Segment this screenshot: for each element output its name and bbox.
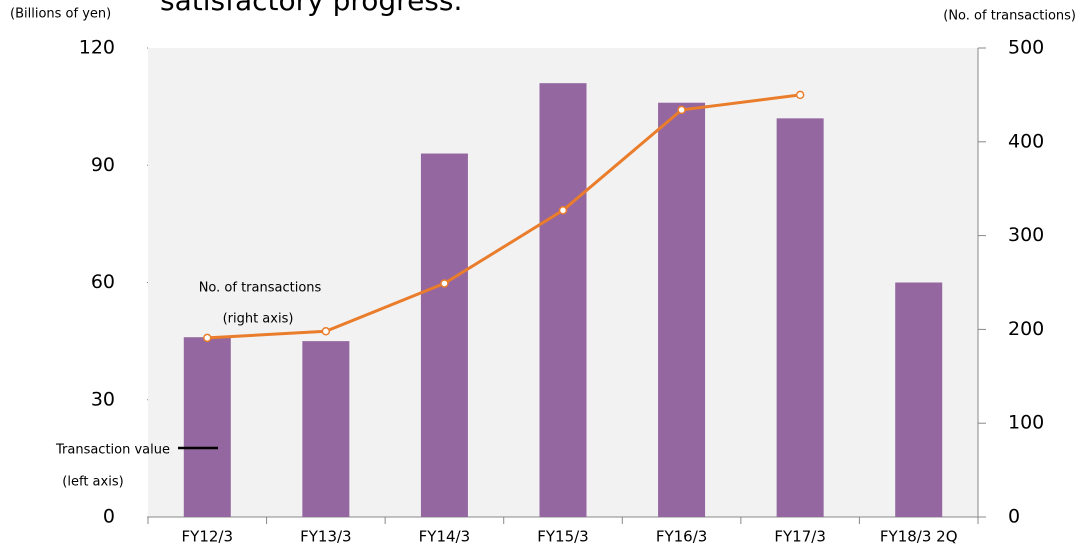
x-tick-label: FY15/3 <box>537 528 588 546</box>
x-tick-label: FY12/3 <box>182 528 233 546</box>
y2-tick-label: 200 <box>1008 318 1044 340</box>
line <box>207 93 801 340</box>
bar <box>183 337 231 517</box>
line-marker <box>440 279 449 288</box>
annotation: No. of transactions <box>199 281 322 296</box>
y-tick-label: 90 <box>91 154 115 176</box>
bar <box>776 118 824 517</box>
annotation: (left axis) <box>62 475 123 490</box>
bar <box>895 282 943 517</box>
x-tick-label: FY17/3 <box>774 528 825 546</box>
bar <box>302 341 350 517</box>
x-tick-label: FY18/3 2Q <box>880 528 958 546</box>
line-marker <box>795 90 805 100</box>
y2-tick-label: 500 <box>1008 37 1044 59</box>
y2-tick-label: 300 <box>1008 224 1044 246</box>
x-tick-label: FY16/3 <box>656 528 707 546</box>
x-tick-label: FY13/3 <box>300 528 351 546</box>
annotation: (right axis) <box>223 312 294 327</box>
y-tick-label: 60 <box>91 271 115 293</box>
bar <box>539 83 587 518</box>
bar <box>420 153 468 517</box>
y2-tick-label: 400 <box>1008 130 1044 152</box>
chart-title: satisfactory progress. <box>160 0 462 17</box>
y-tick-label: 30 <box>91 388 115 410</box>
y-tick-label: 120 <box>79 37 115 59</box>
y2-tick-label: 0 <box>1008 506 1020 528</box>
bar <box>658 102 706 517</box>
y2-axis-label: (No. of transactions) <box>943 9 1076 24</box>
line-marker <box>677 105 686 115</box>
line-marker <box>558 206 568 215</box>
x-tick-label: FY14/3 <box>419 528 470 546</box>
y-tick-label: 0 <box>103 506 115 528</box>
line-marker <box>321 327 331 336</box>
y2-tick-label: 100 <box>1008 412 1044 434</box>
annotation: Transaction value <box>55 443 170 458</box>
y-axis-label: (Billions of yen) <box>10 7 111 22</box>
line-marker <box>203 333 212 343</box>
